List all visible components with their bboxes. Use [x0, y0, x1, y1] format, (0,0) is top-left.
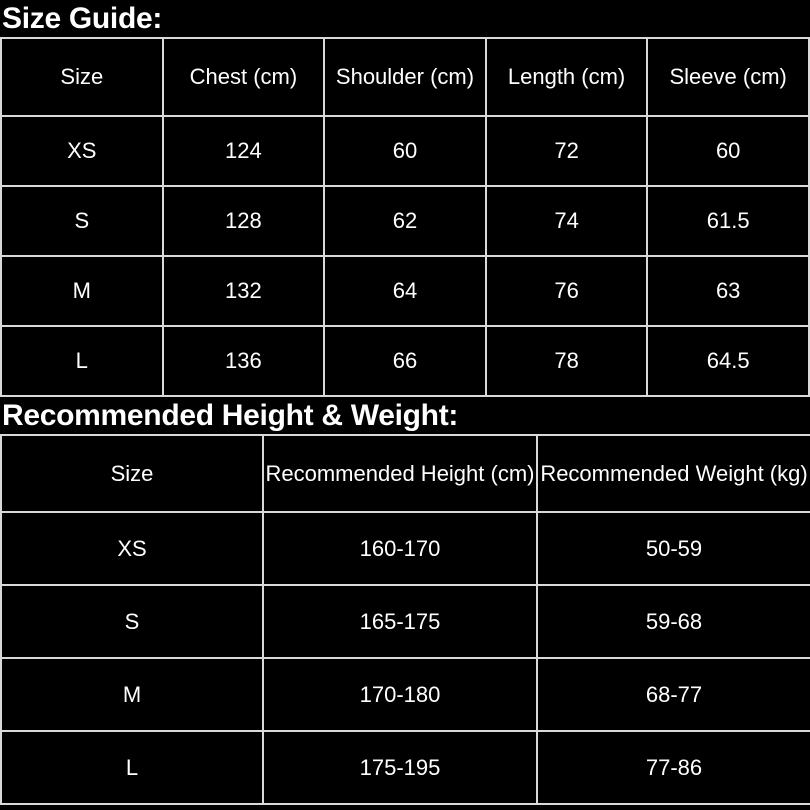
table-row: XS 124 60 72 60 [0, 115, 810, 187]
table-cell: S [0, 584, 264, 659]
table-cell: 136 [161, 325, 326, 397]
table-cell: 59-68 [536, 584, 810, 659]
table-cell: 66 [323, 325, 487, 397]
table-cell: 160-170 [262, 511, 538, 586]
table-cell: L [0, 730, 264, 805]
table-cell: 72 [484, 115, 649, 187]
table-row: S 128 62 74 61.5 [0, 185, 810, 257]
header-cell: Chest (cm) [161, 37, 326, 117]
size-guide-heading: Size Guide: [0, 0, 810, 37]
table-cell: M [0, 657, 264, 732]
table-cell: S [0, 185, 164, 257]
height-weight-heading: Recommended Height & Weight: [0, 397, 810, 434]
table-cell: L [0, 325, 164, 397]
table-cell: M [0, 255, 164, 327]
header-cell: Size [0, 37, 164, 117]
table-cell: 132 [161, 255, 326, 327]
table-cell: 74 [484, 185, 649, 257]
header-cell: Shoulder (cm) [323, 37, 487, 117]
table-cell: 124 [161, 115, 326, 187]
header-cell: Sleeve (cm) [646, 37, 810, 117]
table-cell: 68-77 [536, 657, 810, 732]
table-cell: 76 [484, 255, 649, 327]
table-row: M 170-180 68-77 [0, 657, 810, 732]
table-cell: 128 [161, 185, 326, 257]
table-cell: 64.5 [646, 325, 810, 397]
table-cell: 77-86 [536, 730, 810, 805]
table-cell: 60 [323, 115, 487, 187]
table-cell: XS [0, 115, 164, 187]
table-cell: 78 [484, 325, 649, 397]
header-cell: Recommended Weight (kg) [536, 434, 810, 513]
table-cell: 170-180 [262, 657, 538, 732]
height-weight-table: Size Recommended Height (cm) Recommended W… [0, 434, 810, 805]
size-guide-table: Size Chest (cm) Shoulder (cm) Length (cm) Sl… [0, 37, 810, 397]
table-cell: 175-195 [262, 730, 538, 805]
table-row: L 136 66 78 64.5 [0, 325, 810, 397]
table-row: M 132 64 76 63 [0, 255, 810, 327]
table-row: L 175-195 77-86 [0, 730, 810, 805]
table-cell: 165-175 [262, 584, 538, 659]
table-cell: 61.5 [646, 185, 810, 257]
table-row: S 165-175 59-68 [0, 584, 810, 659]
table-cell: 50-59 [536, 511, 810, 586]
table-cell: 63 [646, 255, 810, 327]
header-cell: Length (cm) [484, 37, 649, 117]
header-row: Size Chest (cm) Shoulder (cm) Length (cm) Sl… [0, 37, 810, 117]
header-cell: Recommended Height (cm) [262, 434, 538, 513]
table-row: XS 160-170 50-59 [0, 511, 810, 586]
header-row: Size Recommended Height (cm) Recommended W… [0, 434, 810, 513]
table-cell: 60 [646, 115, 810, 187]
table-cell: 62 [323, 185, 487, 257]
table-cell: XS [0, 511, 264, 586]
table-cell: 64 [323, 255, 487, 327]
header-cell: Size [0, 434, 264, 513]
